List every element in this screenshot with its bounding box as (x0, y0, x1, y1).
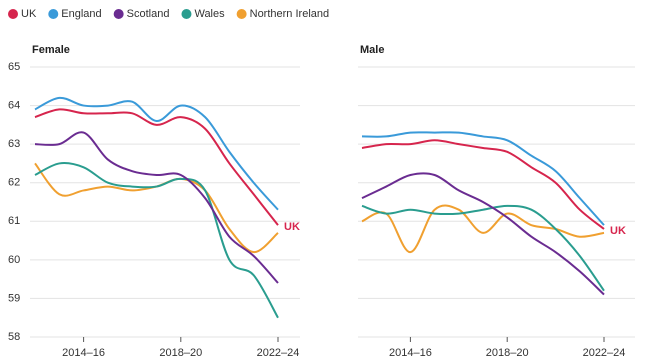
y-tick-label: 63 (8, 138, 20, 150)
x-tick-label: 2014–16 (62, 347, 105, 359)
line-series (34, 108, 279, 226)
legend-item: UK (8, 8, 37, 20)
legend-label: UK (21, 8, 37, 20)
x-tick-label: 2014–16 (389, 347, 432, 359)
line-series (361, 131, 605, 226)
x-tick-label: 2022–24 (583, 347, 626, 359)
legend-label: Scotland (127, 8, 170, 20)
legend-swatch (236, 9, 247, 19)
legend-swatch (181, 9, 192, 19)
legend-item: England (48, 8, 102, 20)
end-label: UK (610, 225, 626, 237)
panel-title: Female (32, 44, 70, 56)
legend-swatch (8, 9, 18, 19)
line-series (361, 204, 605, 292)
legend-label: Wales (194, 8, 225, 20)
legend-item: Scotland (113, 8, 170, 20)
legend-swatch (48, 9, 59, 19)
y-tick-label: 61 (8, 215, 20, 227)
panel-title: Male (360, 44, 384, 56)
x-tick-label: 2018–20 (486, 347, 529, 359)
y-tick-label: 62 (8, 177, 20, 189)
legend-label: Northern Ireland (250, 8, 330, 20)
line-series (361, 204, 605, 254)
line-series (34, 96, 279, 211)
legend-swatch (113, 9, 124, 19)
y-tick-label: 64 (8, 99, 20, 111)
legend-item: Northern Ireland (236, 8, 330, 20)
y-tick-label: 58 (8, 331, 20, 343)
legend-label: England (61, 8, 101, 20)
y-tick-label: 59 (8, 292, 20, 304)
line-series (34, 162, 279, 319)
legend-item: Wales (181, 8, 225, 20)
line-series (34, 162, 279, 254)
x-tick-label: 2022–24 (257, 347, 300, 359)
end-label: UK (284, 221, 300, 233)
y-tick-label: 60 (8, 254, 20, 266)
line-series (361, 139, 605, 230)
x-tick-label: 2018–20 (159, 347, 202, 359)
line-series (34, 131, 279, 284)
line-series (361, 172, 605, 296)
y-tick-label: 65 (8, 61, 20, 73)
